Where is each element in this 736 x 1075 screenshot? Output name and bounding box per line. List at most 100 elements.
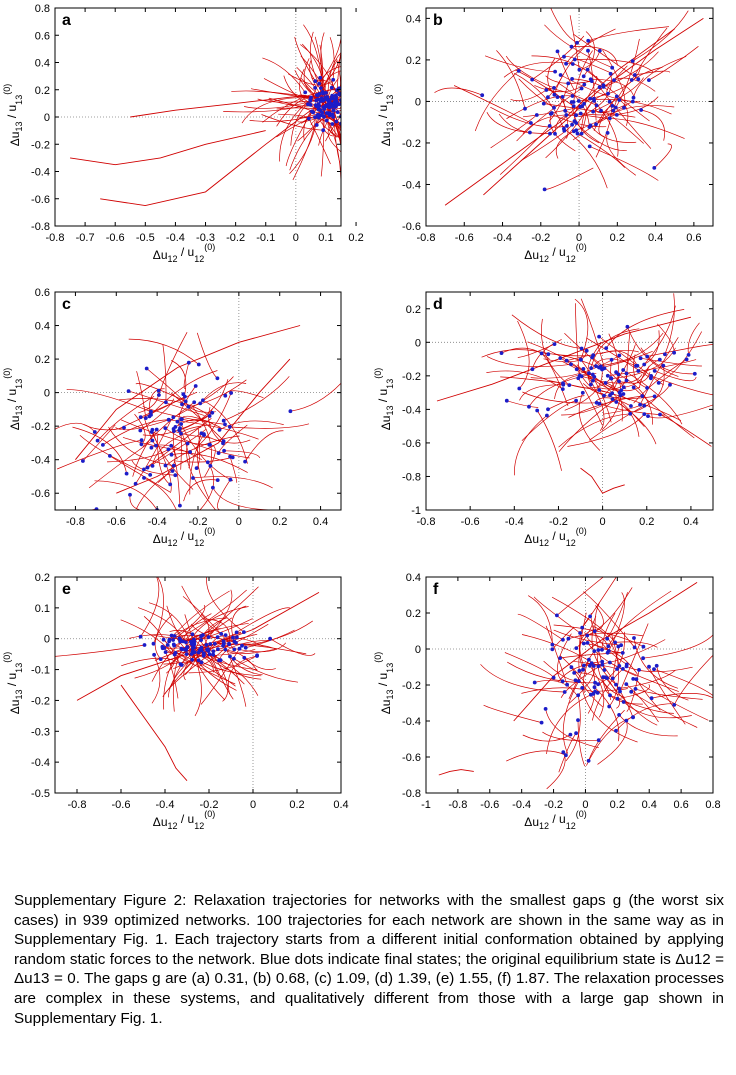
final-state-dot bbox=[570, 122, 574, 127]
final-state-dot bbox=[151, 641, 156, 646]
trajectory bbox=[498, 113, 530, 133]
trajectory bbox=[556, 577, 604, 616]
trajectory bbox=[151, 431, 172, 492]
trajectory bbox=[635, 688, 703, 700]
final-state-dot bbox=[553, 131, 557, 136]
trajectory bbox=[55, 644, 145, 657]
trajectory bbox=[590, 125, 637, 143]
final-state-dot bbox=[221, 639, 226, 643]
final-state-dot bbox=[242, 655, 247, 660]
panel-a: -0.8 -0.7 -0.6 -0.5 -0.4 -0.3 -0.2 -0.1 0 0.1 0.2 -… bbox=[2, 3, 364, 264]
trajectory bbox=[587, 50, 597, 121]
x-tick-label: -0.4 bbox=[512, 799, 531, 811]
figure-caption: Supplementary Figure 2: Relaxation traje… bbox=[14, 892, 724, 1027]
trajectory bbox=[129, 634, 172, 639]
y-tick-label: -1 bbox=[411, 505, 421, 517]
x-tick-label: -0.6 bbox=[455, 232, 474, 244]
x-tick-label: 0.4 bbox=[313, 516, 328, 528]
trajectory bbox=[183, 362, 190, 389]
trajectory bbox=[481, 349, 549, 358]
final-state-dot bbox=[534, 113, 539, 117]
trajectory bbox=[588, 26, 669, 42]
final-state-dot bbox=[636, 369, 641, 373]
trajectory bbox=[644, 330, 660, 365]
trajectory bbox=[599, 403, 665, 416]
trajectory bbox=[182, 613, 212, 642]
trajectory bbox=[453, 85, 532, 124]
x-tick-label: 0.2 bbox=[639, 516, 654, 528]
x-tick-label: -0.8 bbox=[46, 232, 65, 244]
final-state-dot bbox=[625, 324, 630, 329]
trajectory bbox=[544, 167, 594, 190]
final-state-dot bbox=[581, 74, 586, 79]
trajectory bbox=[619, 99, 629, 126]
final-state-dot bbox=[163, 650, 168, 654]
final-state-dot bbox=[608, 660, 612, 665]
final-state-dot bbox=[582, 82, 587, 87]
trajectory bbox=[217, 479, 231, 510]
final-states bbox=[138, 630, 272, 667]
final-state-dot bbox=[599, 108, 603, 113]
trajectory bbox=[513, 72, 565, 131]
final-state-dot bbox=[546, 407, 550, 412]
final-state-dot bbox=[530, 77, 535, 82]
x-axis-label: Δu12 / u12(0) bbox=[153, 242, 215, 264]
final-state-dot bbox=[624, 664, 629, 669]
final-state-dot bbox=[207, 414, 212, 418]
final-state-dot bbox=[164, 400, 168, 405]
final-state-dot bbox=[337, 91, 341, 96]
final-state-dot bbox=[574, 731, 578, 736]
final-state-dot bbox=[601, 83, 606, 88]
trajectory bbox=[548, 83, 569, 122]
final-state-dot bbox=[149, 413, 153, 417]
final-state-dot bbox=[654, 663, 659, 668]
final-state-dot bbox=[621, 667, 625, 671]
trajectory bbox=[560, 652, 625, 659]
trajectory bbox=[511, 314, 582, 349]
final-state-dot bbox=[631, 715, 635, 719]
final-state-dot bbox=[228, 654, 232, 659]
final-state-dot bbox=[614, 728, 618, 733]
x-tick-label: -0.2 bbox=[200, 799, 219, 811]
trajectory bbox=[173, 376, 234, 418]
final-state-dot bbox=[170, 469, 175, 473]
final-state-dot bbox=[569, 100, 574, 104]
trajectory bbox=[444, 28, 675, 206]
trajectory bbox=[136, 470, 173, 509]
final-state-dot bbox=[211, 652, 216, 657]
trajectory bbox=[522, 114, 577, 134]
trajectory bbox=[158, 332, 188, 396]
y-tick-label: -0.4 bbox=[402, 716, 421, 728]
final-state-dot bbox=[569, 665, 574, 670]
y-tick-label: 0.2 bbox=[406, 304, 421, 316]
final-state-dot bbox=[206, 635, 211, 639]
y-tick-label: 0.1 bbox=[35, 603, 50, 615]
trajectory bbox=[656, 665, 689, 701]
trajectory bbox=[633, 354, 648, 389]
trajectory bbox=[320, 32, 327, 93]
trajectory bbox=[122, 436, 191, 453]
final-state-dot bbox=[317, 97, 322, 102]
trajectory bbox=[135, 383, 186, 402]
final-state-dot bbox=[172, 652, 177, 657]
x-tick-label: -0.3 bbox=[196, 232, 215, 244]
final-state-dot bbox=[564, 61, 568, 66]
trajectory bbox=[132, 429, 157, 477]
trajectory bbox=[581, 374, 643, 384]
final-state-dot bbox=[581, 667, 585, 672]
final-state-dot bbox=[223, 422, 227, 427]
final-state-dot bbox=[550, 642, 555, 647]
final-state-dot bbox=[668, 382, 672, 387]
final-state-dot bbox=[543, 707, 548, 711]
trajectory bbox=[648, 666, 686, 725]
trajectory bbox=[171, 453, 248, 473]
final-state-dot bbox=[586, 48, 590, 53]
final-state-dot bbox=[569, 44, 574, 49]
final-state-dot bbox=[94, 507, 99, 510]
final-state-dot bbox=[92, 430, 97, 434]
y-tick-label: 0 bbox=[415, 644, 421, 656]
final-state-dot bbox=[562, 54, 566, 59]
final-state-dot bbox=[139, 438, 144, 443]
trajectory bbox=[550, 8, 578, 44]
final-state-dot bbox=[596, 648, 601, 652]
